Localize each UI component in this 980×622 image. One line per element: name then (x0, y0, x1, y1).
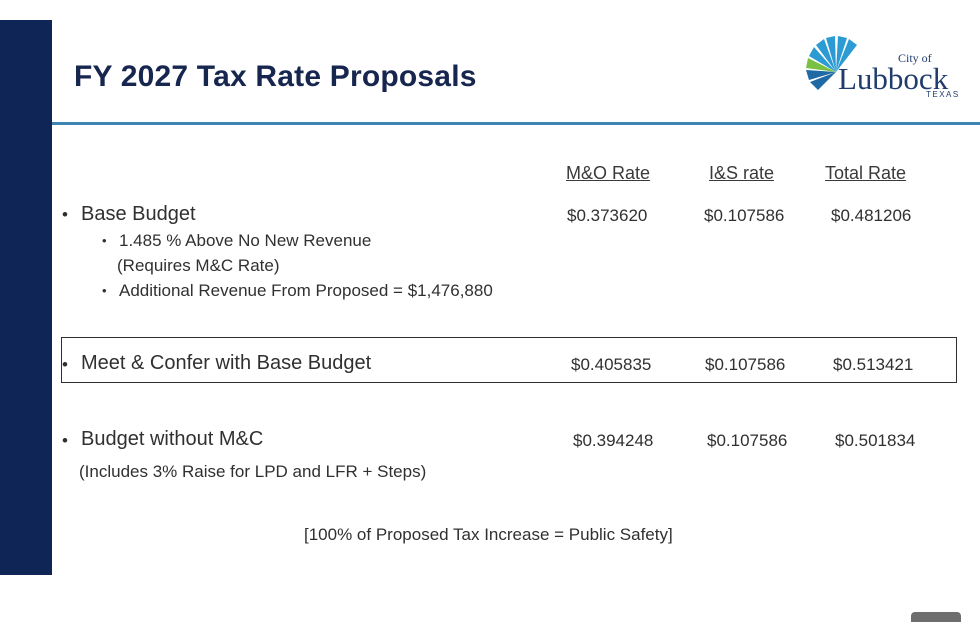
base-sub-note-1: 1.485 % Above No New Revenue (119, 231, 372, 250)
without-is-value: $0.107586 (707, 431, 788, 450)
base-budget-label: Base Budget (81, 203, 196, 225)
slide-title: FY 2027 Tax Rate Proposals (74, 60, 477, 93)
meet-confer-label: Meet & Confer with Base Budget (81, 352, 372, 374)
sub-bullet: • (102, 283, 107, 298)
header-mo-rate: M&O Rate (566, 163, 651, 183)
sub-bullet: • (102, 233, 107, 248)
base-sub-note-1b: (Requires M&C Rate) (117, 256, 280, 275)
logo-name: Lubbock (838, 61, 949, 96)
bullet: • (62, 355, 68, 374)
logo-city-of: City of (898, 51, 932, 65)
footnote: [100% of Proposed Tax Increase = Public … (304, 525, 673, 544)
bullet: • (62, 205, 68, 224)
meet-confer-highlight-box (61, 337, 957, 383)
base-total-value: $0.481206 (831, 206, 912, 225)
base-is-value: $0.107586 (704, 206, 785, 225)
header-is-rate: I&S rate (709, 163, 775, 183)
base-mo-value: $0.373620 (567, 206, 648, 225)
header-total-rate: Total Rate (825, 163, 907, 183)
player-control-tab[interactable] (911, 612, 961, 622)
meet-is-value: $0.107586 (705, 355, 786, 374)
title-divider (52, 122, 980, 125)
city-logo: City of Lubbock TEXAS (804, 32, 964, 102)
bullet: • (62, 431, 68, 450)
without-mc-label: Budget without M&C (81, 428, 264, 450)
base-sub-note-2: Additional Revenue From Proposed = $1,47… (119, 281, 493, 300)
sunburst-icon (806, 36, 857, 90)
meet-total-value: $0.513421 (833, 355, 914, 374)
without-mc-note: (Includes 3% Raise for LPD and LFR + Ste… (79, 462, 427, 481)
left-accent-bar (0, 20, 52, 575)
meet-mo-value: $0.405835 (571, 355, 652, 374)
without-mo-value: $0.394248 (573, 431, 654, 450)
without-total-value: $0.501834 (835, 431, 916, 450)
logo-state: TEXAS (926, 90, 960, 99)
